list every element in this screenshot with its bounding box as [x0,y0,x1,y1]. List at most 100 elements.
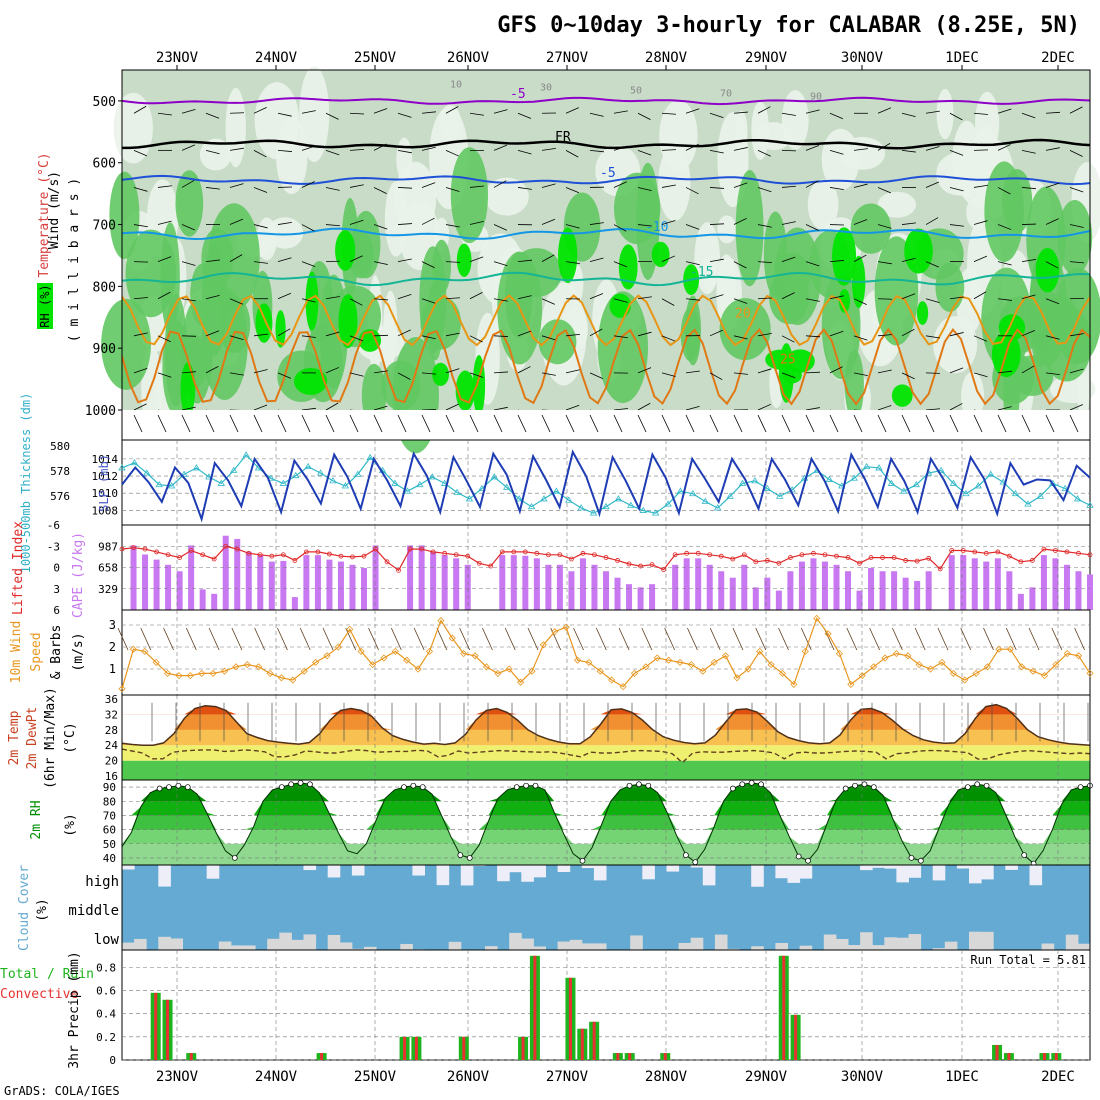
lifted-index-marker [914,558,920,564]
lifted-index-marker [315,549,321,555]
low-cloud-bar [339,942,353,950]
lifted-index-marker [234,546,240,552]
high-cloud-bar [460,865,474,886]
thickness-marker [565,496,573,503]
surface-wind-barb [757,414,767,433]
bottom-day-label: 24NOV [255,1069,298,1085]
chart-title: GFS 0~10day 3-hourly for CALABAR (8.25E,… [497,13,1080,38]
wind-barb [877,261,892,265]
wind-barb [589,328,603,337]
lifted-index-marker [407,546,413,552]
wind10-barb [527,627,539,651]
rh-marker [964,784,971,790]
wind-barb [925,408,940,411]
thickness-marker [527,502,536,510]
wind-barb [517,295,532,300]
wind-barb [325,149,340,156]
rh2m-axis-label-full: 2m RH (%) [0,0,6,1]
wind-barb [253,106,267,114]
surface-wind-barb [637,414,647,433]
rh-saturated-region [456,243,472,277]
wind-barb [949,403,963,411]
isotherm-line [121,294,1091,347]
wind10-marker [312,658,320,666]
wind10-marker [1086,669,1094,677]
wind10-barb [208,627,220,651]
rh2m-axis-label-2: (%) [63,813,78,836]
rh-saturated-region [782,366,802,384]
wind10-barb [709,627,721,651]
precip-tick-label: 0 [109,1054,116,1067]
wind-barb [829,149,844,155]
rh-moist-region [420,295,462,350]
surface-wind-barb [829,414,839,433]
lifted-index-marker [580,550,586,556]
wind-barb [469,221,484,225]
precip-convective-bar [154,992,158,1060]
rh2m-axis-label-1: 2m RH [29,800,44,839]
thickness-marker [391,479,399,486]
wind-barb [421,335,436,340]
cape-bar [1040,555,1047,610]
wind-barb [373,108,388,114]
thickness-marker [155,480,163,488]
wind-barb [1021,329,1036,337]
isotherm-label: FR [555,130,571,145]
high-cloud-bar [908,865,922,878]
rh-marker [307,781,313,788]
wind10-marker [1029,667,1037,675]
high-cloud-bar [533,865,546,878]
wind10-marker [460,650,468,658]
surface-wind-barb [205,414,215,433]
wind10-barb [618,627,630,651]
thickness-marker [862,462,871,470]
bottom-day-label: 26NOV [447,1069,490,1085]
surface-wind-barb [133,414,143,433]
surface-wind-barb [445,414,455,433]
wind10-marker [1052,661,1060,669]
lifted-index-marker [154,549,159,555]
lifted-cape-panel: 987 658 329 -6 -3 0 3 6 Lifted Index CAPE (J/kg) [11,519,1093,618]
wind10-marker [357,647,365,655]
thickness-marker [167,482,176,489]
wind-barb [325,331,340,337]
wind10-barb [778,627,789,651]
pressure-axis-label: ( m i l l i b a r s ) [67,178,82,342]
rh-marker [156,785,163,792]
thickness-marker [1086,501,1094,508]
cape-bar [810,558,817,610]
wind-barb [637,331,652,337]
top-day-labels: 23NOV 24NOV 25NOV 26NOV 27NOV 28NOV 29NOV 30NOV… [156,50,1075,72]
lifted-index-marker [327,551,332,557]
wind-barb [421,182,436,188]
wind-barb [613,408,628,411]
cape-bar [833,564,840,610]
precip-convective-label: Convective [0,987,78,1002]
wind-barb [997,144,1011,151]
wind-barb [781,292,795,300]
wind-barb [949,187,964,192]
wind-barb [997,370,1012,374]
wind10-marker [1063,650,1071,658]
thickness-marker [713,504,722,511]
wind-tick-label: 3 [109,618,116,632]
low-cloud-bar [775,942,788,950]
low-cloud-bar [218,941,232,950]
surface-wind-barb [901,414,911,433]
low-cloud-bar [351,948,365,950]
wind-barb [181,180,195,188]
cape-bar [591,564,598,610]
wind-barb [637,112,651,120]
wind10-marker [152,658,160,666]
precip-panel: 0.8 0.6 0.4 0.2 0 Run Total = 5.81 Total / Rai… [0,949,1091,1069]
wind-barb [757,261,772,264]
wind-barb [685,405,700,411]
thickness-marker [540,495,548,502]
wind10-marker [255,663,263,671]
wind-barb [541,148,556,151]
surface-wind-barb [925,414,935,433]
low-cloud-bar [630,935,643,950]
wind10-barb [1074,627,1085,651]
bottom-day-label: 1DEC [945,1069,979,1085]
rh-marker [166,784,172,790]
